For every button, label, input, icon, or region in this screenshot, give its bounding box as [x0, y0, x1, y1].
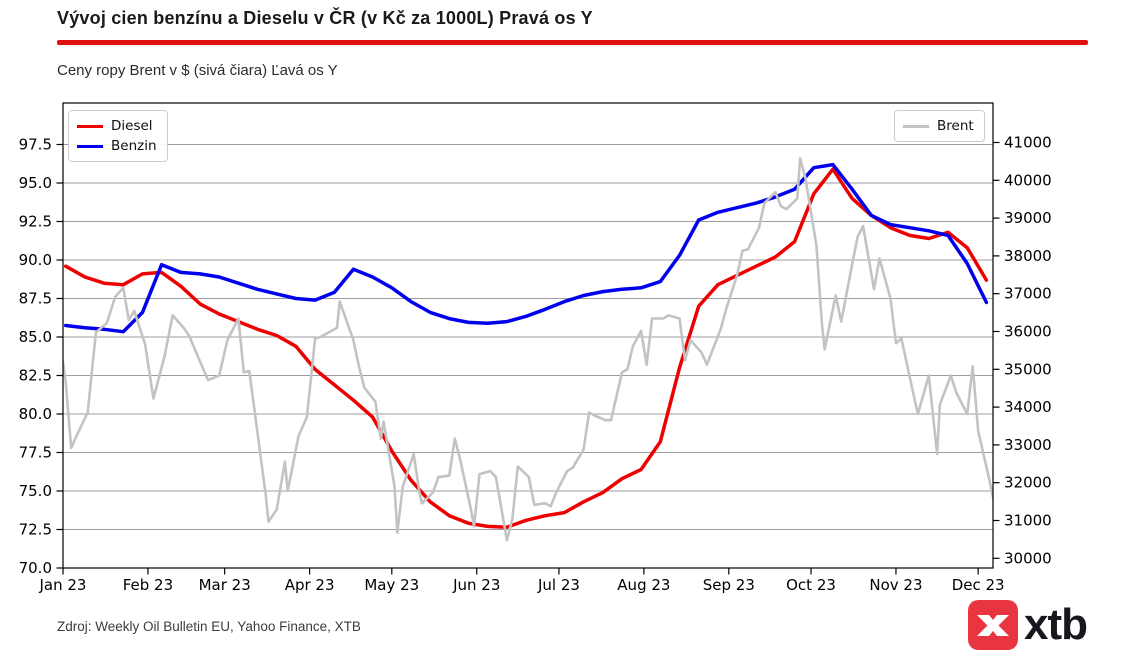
right-axis-tick-label: 34000 — [1004, 398, 1052, 416]
left-axis-tick-label: 85.0 — [19, 328, 52, 346]
page-subtitle: Ceny ropy Brent v $ (sivá čiara) Ľavá os… — [57, 62, 338, 79]
legend-fuel: Diesel Benzin — [68, 110, 168, 162]
x-axis-tick-label: Jul 23 — [537, 576, 580, 594]
x-axis-tick-label: Dec 23 — [952, 576, 1005, 594]
left-axis-tick-label: 75.0 — [19, 482, 52, 500]
benzin-line — [63, 162, 989, 334]
source-note: Zdroj: Weekly Oil Bulletin EU, Yahoo Fin… — [57, 619, 361, 634]
brent-line-swatch — [903, 124, 929, 128]
left-axis-tick-label: 97.5 — [19, 136, 52, 154]
xtb-logo-text: xtb — [1024, 600, 1088, 649]
left-axis-tick-label: 70.0 — [19, 559, 52, 577]
xtb-logo: xtb — [968, 600, 1088, 650]
legend-item-benzin: Benzin — [77, 136, 157, 156]
right-axis-tick-label: 37000 — [1004, 285, 1052, 303]
legend-label-brent: Brent — [937, 118, 974, 134]
diesel-line-swatch — [77, 124, 103, 128]
legend-brent: Brent — [894, 110, 985, 142]
left-axis-tick-label: 90.0 — [19, 251, 52, 269]
brent-line — [63, 157, 993, 542]
legend-label-benzin: Benzin — [111, 138, 157, 154]
legend-item-brent: Brent — [903, 116, 974, 136]
right-axis-tick-label: 35000 — [1004, 360, 1052, 378]
left-axis-tick-label: 95.0 — [19, 174, 52, 192]
x-axis-tick-label: Sep 23 — [703, 576, 755, 594]
left-axis-tick-label: 77.5 — [19, 444, 52, 462]
right-axis-tick-label: 40000 — [1004, 171, 1052, 189]
right-axis-tick-label: 41000 — [1004, 134, 1052, 152]
x-axis-tick-label: Feb 23 — [123, 576, 173, 594]
x-axis-tick-label: Nov 23 — [869, 576, 922, 594]
x-axis-tick-label: Mar 23 — [199, 576, 251, 594]
left-axis-tick-label: 80.0 — [19, 405, 52, 423]
x-axis-tick-label: Jun 23 — [452, 576, 500, 594]
right-axis-tick-label: 36000 — [1004, 323, 1052, 341]
right-axis-tick-label: 38000 — [1004, 247, 1052, 265]
x-axis-tick-label: Oct 23 — [786, 576, 836, 594]
right-axis-tick-label: 39000 — [1004, 209, 1052, 227]
left-axis-tick-label: 87.5 — [19, 290, 52, 308]
right-axis-tick-label: 30000 — [1004, 549, 1052, 567]
benzin-line-swatch — [77, 144, 103, 148]
right-axis-tick-label: 32000 — [1004, 474, 1052, 492]
x-axis-tick-label: Jan 23 — [39, 576, 87, 594]
left-axis-tick-label: 92.5 — [19, 213, 52, 231]
plot-border — [62, 102, 994, 569]
legend-item-diesel: Diesel — [77, 116, 157, 136]
right-axis-tick-label: 33000 — [1004, 436, 1052, 454]
left-axis-tick-label: 82.5 — [19, 367, 52, 385]
page-title: Vývoj cien benzínu a Dieselu v ČR (v Kč … — [57, 8, 593, 28]
x-axis-tick-label: Apr 23 — [285, 576, 335, 594]
xtb-logo-icon — [968, 600, 1018, 650]
right-axis-tick-label: 31000 — [1004, 512, 1052, 530]
x-axis-tick-label: Aug 23 — [617, 576, 670, 594]
x-axis-tick-label: May 23 — [364, 576, 419, 594]
title-underline — [57, 40, 1088, 45]
left-axis-tick-label: 72.5 — [19, 521, 52, 539]
diesel-line — [63, 167, 989, 529]
legend-label-diesel: Diesel — [111, 118, 153, 134]
